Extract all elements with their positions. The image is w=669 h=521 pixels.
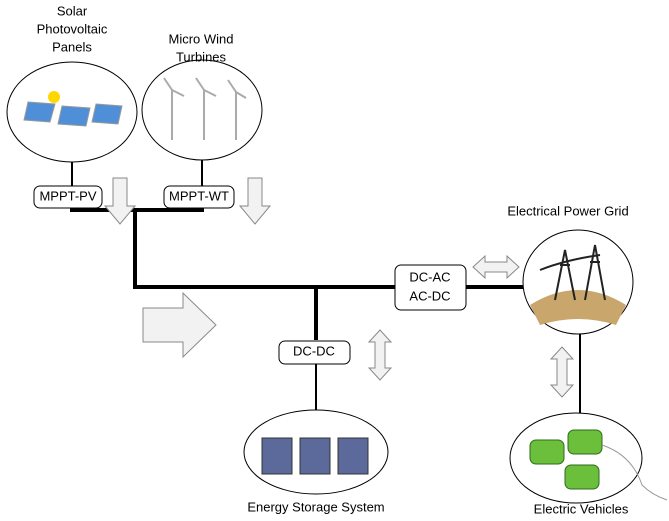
converter-label: MPPT-PV xyxy=(39,188,96,203)
storage-icon xyxy=(262,438,368,474)
converter-label: AC-DC xyxy=(409,288,450,303)
converter-label: DC-DC xyxy=(293,343,335,358)
node-label: Turbines xyxy=(176,49,227,64)
node-label: Electrical Power Grid xyxy=(507,203,628,218)
node-label: Electric Vehicles xyxy=(534,501,629,516)
wind-node xyxy=(142,60,262,160)
node-label: Energy Storage System xyxy=(247,499,384,514)
converter-label: MPPT-WT xyxy=(169,188,229,203)
node-label: Solar xyxy=(57,3,88,18)
node-label: Micro Wind xyxy=(168,31,233,46)
converter-label: DC-AC xyxy=(409,269,450,284)
wires xyxy=(72,160,580,415)
diagram: Solar Photovoltaic Panels Micro Wind Tur… xyxy=(0,0,669,521)
node-label: Photovoltaic xyxy=(37,21,108,36)
node-label: Panels xyxy=(52,39,92,54)
